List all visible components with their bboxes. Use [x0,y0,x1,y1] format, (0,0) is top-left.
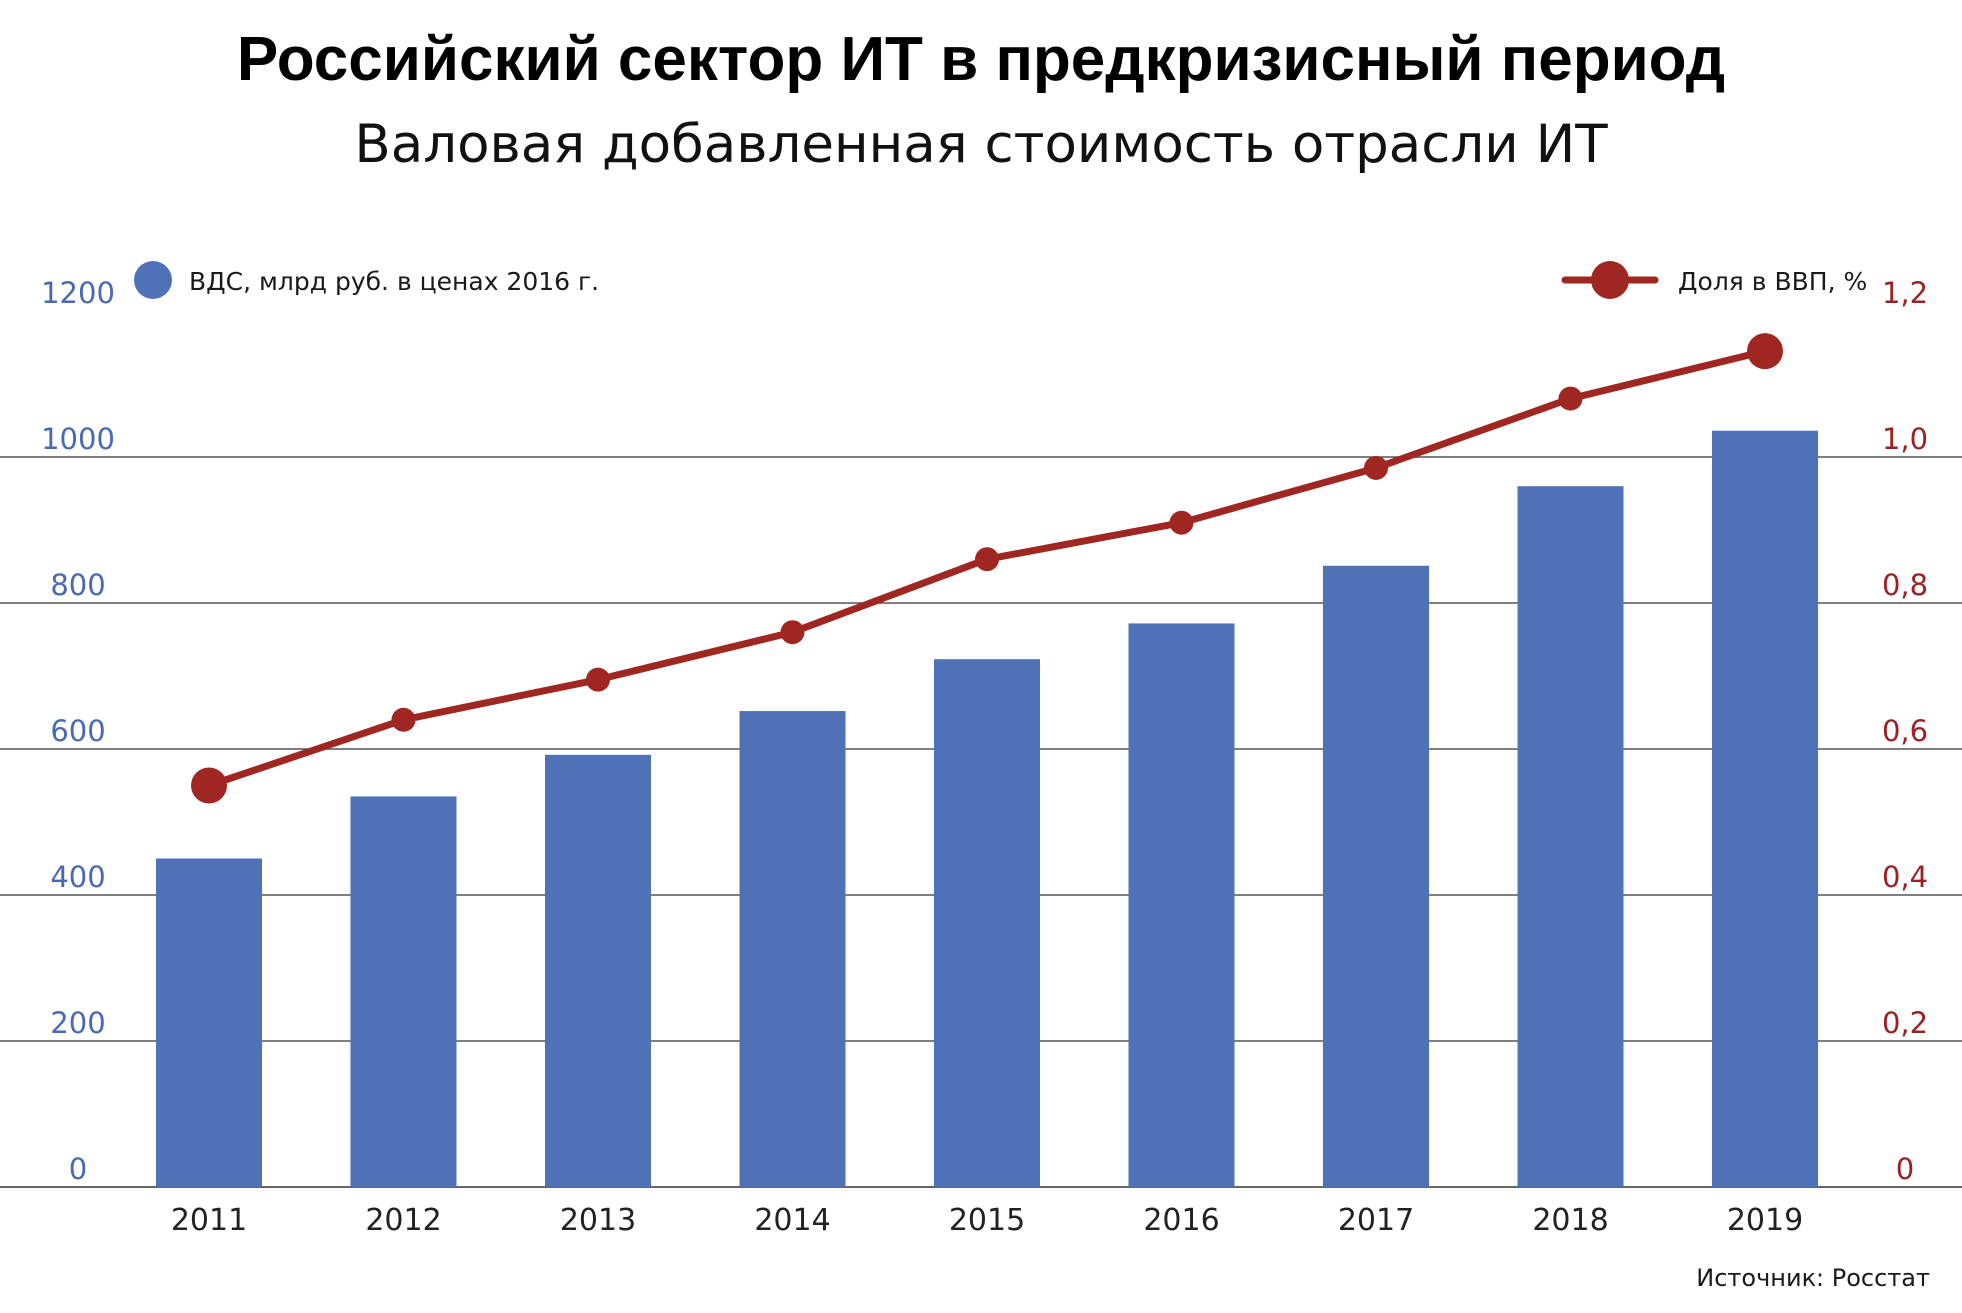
line-series [191,333,1783,804]
legend: ВДС, млрд руб. в ценах 2016 г. Доля в ВВ… [134,261,1867,299]
left-tick-label: 0 [69,1152,87,1186]
line-point [586,667,610,692]
bar [1517,486,1624,1187]
left-tick-label: 800 [50,568,105,602]
x-tick-label: 2013 [560,1203,636,1238]
right-tick-label: 0,4 [1882,860,1928,894]
x-tick-label: 2012 [365,1203,441,1238]
left-tick-label: 200 [50,1006,105,1040]
legend-bar-marker [134,261,172,299]
left-tick-label: 600 [50,714,105,748]
line-point [391,707,416,732]
left-tick-label: 1200 [41,276,115,310]
legend-line-label: Доля в ВВП, % [1678,267,1867,296]
x-tick-label: 2018 [1532,1203,1608,1238]
right-tick-label: 0,2 [1882,1006,1928,1040]
legend-bar-label: ВДС, млрд руб. в ценах 2016 г. [189,267,599,296]
left-tick-label: 400 [50,860,105,894]
line-point [191,767,227,804]
x-tick-label: 2019 [1727,1203,1803,1238]
line-point [1169,510,1194,535]
bar [350,796,457,1187]
bar [545,754,651,1187]
right-axis-ticks: 0 0,2 0,4 0,6 0,8 1,0 1,2 [1882,276,1928,1186]
bar-series [156,430,1818,1188]
line-point [975,547,999,572]
x-axis-ticks: 2011 2012 2013 2014 2015 2016 2017 2018 2019 [171,1203,1803,1238]
line-point [780,620,805,645]
right-tick-label: 1,2 [1882,276,1928,310]
left-axis-ticks: 0 200 400 600 800 1000 1200 [41,276,115,1186]
bar [934,659,1040,1187]
right-tick-label: 0,8 [1882,568,1928,602]
right-tick-label: 1,0 [1882,422,1928,456]
right-tick-label: 0,6 [1882,714,1928,748]
x-tick-label: 2011 [171,1203,247,1238]
x-tick-label: 2015 [949,1203,1025,1238]
line-point [1558,386,1583,411]
chart-subtitle: Валовая добавленная стоимость отрасли ИТ [354,114,1608,175]
x-tick-label: 2014 [754,1203,830,1238]
bar [739,711,846,1187]
legend-line-marker-dot [1591,261,1629,299]
line-point [1364,455,1388,480]
bar [1712,430,1818,1188]
left-tick-label: 1000 [41,422,115,456]
x-tick-label: 2016 [1143,1203,1219,1238]
bar [1323,565,1429,1187]
bar [1128,623,1235,1187]
chart-title: Российский сектор ИТ в предкризисный пер… [237,25,1725,94]
source-note: Источник: Росстат [1696,1264,1930,1292]
right-tick-label: 0 [1896,1152,1914,1186]
x-tick-label: 2017 [1338,1203,1414,1238]
bar [156,858,262,1187]
line-point [1747,333,1783,370]
